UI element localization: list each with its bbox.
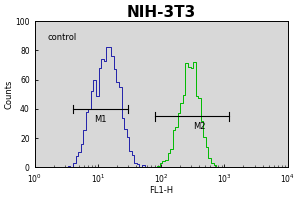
Text: M1: M1 (94, 115, 106, 124)
Title: NIH-3T3: NIH-3T3 (127, 5, 196, 20)
Y-axis label: Counts: Counts (5, 80, 14, 109)
Text: control: control (47, 33, 76, 42)
X-axis label: FL1-H: FL1-H (149, 186, 173, 195)
Text: M2: M2 (193, 122, 206, 131)
